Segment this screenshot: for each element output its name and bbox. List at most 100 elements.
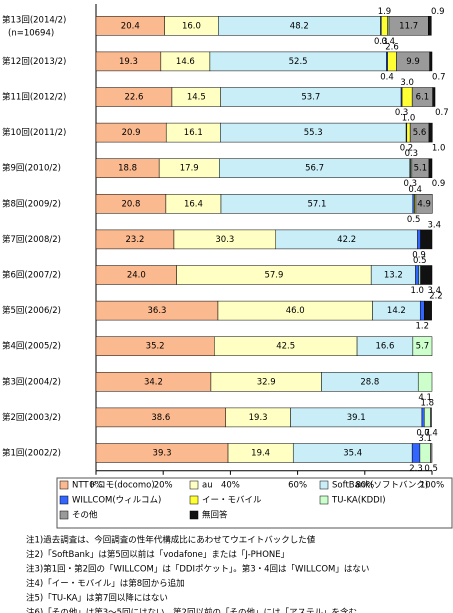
y-tick-label: 第3回(2004/2)	[2, 376, 61, 387]
data-label: 1.9	[378, 7, 392, 17]
data-label: 0.2	[400, 144, 414, 154]
data-label: 1.0	[432, 144, 446, 154]
bar-segment	[401, 87, 413, 107]
legend-swatch	[59, 480, 69, 490]
data-label: 22.6	[124, 93, 143, 103]
data-label: 13.2	[384, 271, 403, 281]
bar-segment	[419, 300, 425, 321]
data-label: 0.4	[380, 72, 394, 82]
x-tick-label: 40%	[221, 480, 240, 490]
legend-label: その他	[72, 510, 98, 521]
y-tick-label: 第13回(2014/2)	[2, 14, 66, 25]
data-label: 0.7	[432, 72, 446, 82]
bar-segment	[420, 265, 433, 285]
data-label: 0.5	[424, 464, 438, 474]
data-label: 0.4	[382, 37, 396, 47]
data-label: 34.2	[144, 377, 163, 387]
data-label: 32.9	[257, 377, 276, 387]
bar-segment	[411, 443, 421, 463]
data-label: 23.2	[126, 235, 145, 245]
bar-segment	[428, 122, 433, 143]
bar-segment	[430, 443, 433, 463]
note: 注5)「TU-KA」は第7回以降にはない	[26, 593, 168, 604]
y-tick-label: 第8回(2009/2)	[2, 198, 61, 209]
bar-segment	[428, 158, 433, 178]
data-label: 16.6	[375, 342, 394, 352]
data-label: 20.4	[121, 21, 140, 31]
y-tick-label: 第1回(2002/2)	[2, 448, 61, 459]
data-label: 46.0	[286, 306, 305, 316]
data-label: 42.5	[276, 342, 295, 352]
data-label: 3.4	[428, 286, 442, 296]
legend-swatch	[189, 480, 199, 490]
y-tick-label: 第9回(2010/2)	[2, 163, 61, 174]
data-label: 19.4	[251, 449, 270, 459]
data-label: 55.3	[304, 128, 323, 138]
data-label: 0.5	[413, 256, 427, 266]
data-label: 4.1	[418, 393, 432, 403]
data-label: 48.2	[290, 21, 309, 31]
x-tick-label: 0%	[89, 480, 103, 490]
data-label: 2.2	[429, 292, 443, 302]
x-tick-label: 20%	[154, 480, 173, 490]
data-label: 5.6	[413, 128, 427, 138]
data-label: 1.8	[421, 398, 435, 408]
data-label: 42.2	[337, 235, 356, 245]
bar-segment	[432, 87, 436, 107]
n-label: (n=10694)	[8, 28, 54, 38]
legend-label: au	[202, 481, 213, 491]
data-label: 0.4	[408, 185, 422, 195]
legend-swatch	[319, 495, 329, 505]
data-label: 14.2	[387, 306, 406, 316]
data-label: 1.0	[410, 286, 424, 296]
bar-segment	[387, 51, 397, 72]
data-label: 5.1	[414, 164, 428, 174]
data-label: 36.3	[148, 306, 167, 316]
note: 注6)「その他」は第3～5回にはない。第2回以前の「その他」には「アステル」を含…	[26, 607, 357, 613]
note: 注3)第1回・第2回の「WILLCOM」は「DDIポケット」。第3・4回は「WI…	[26, 564, 369, 575]
legend-label: WILLCOM(ウィルコム)	[72, 496, 161, 506]
data-label: 17.9	[180, 164, 199, 174]
data-label: 57.9	[264, 271, 283, 281]
data-label: 16.1	[184, 128, 203, 138]
data-label: 11.7	[399, 21, 418, 31]
bar-segment	[415, 265, 420, 285]
bar-segment	[418, 265, 421, 285]
data-label: 53.7	[301, 93, 320, 103]
data-label: 0.9	[412, 250, 426, 260]
bar-segment	[429, 51, 433, 72]
data-label: 30.3	[215, 235, 234, 245]
data-label: 6.1	[416, 93, 430, 103]
bar-segment	[412, 194, 415, 214]
data-label: 35.2	[146, 342, 165, 352]
data-label: 14.5	[187, 93, 206, 103]
legend-label: イー・モバイル	[202, 496, 262, 506]
legend-label: SoftBank(ソフトバンク)	[332, 481, 428, 491]
bar-segment	[412, 336, 433, 356]
data-label: 3.0	[400, 78, 414, 88]
data-label: 1.2	[415, 322, 429, 332]
bar-segment	[421, 407, 425, 428]
data-label: 2.3	[409, 464, 423, 474]
note: 注4)「イー・モバイル」は第8回から追加	[26, 578, 185, 589]
data-label: 0.5	[407, 215, 421, 225]
note: 注1)過去調査は、今回調査の性年代構成比にあわせてウエイトバックした値	[26, 535, 316, 546]
data-label: 18.8	[118, 164, 137, 174]
data-label: 14.6	[176, 57, 195, 67]
data-label: 2.6	[385, 42, 399, 52]
bar-segment	[381, 16, 388, 36]
bar-segment	[424, 300, 432, 321]
data-label: 39.1	[347, 413, 366, 423]
data-label: 3.4	[428, 220, 442, 230]
bar-segment	[417, 229, 421, 250]
data-label: 38.6	[151, 413, 170, 423]
y-tick-label: 第11回(2012/2)	[2, 92, 66, 103]
legend-label: TU-KA(KDDI)	[331, 496, 386, 506]
data-label: 19.3	[249, 413, 268, 423]
data-label: 19.3	[119, 57, 138, 67]
y-tick-label: 第5回(2006/2)	[2, 305, 61, 316]
data-label: 52.5	[289, 57, 308, 67]
y-tick-label: 第10回(2011/2)	[2, 127, 66, 138]
bar-segment	[406, 122, 411, 143]
